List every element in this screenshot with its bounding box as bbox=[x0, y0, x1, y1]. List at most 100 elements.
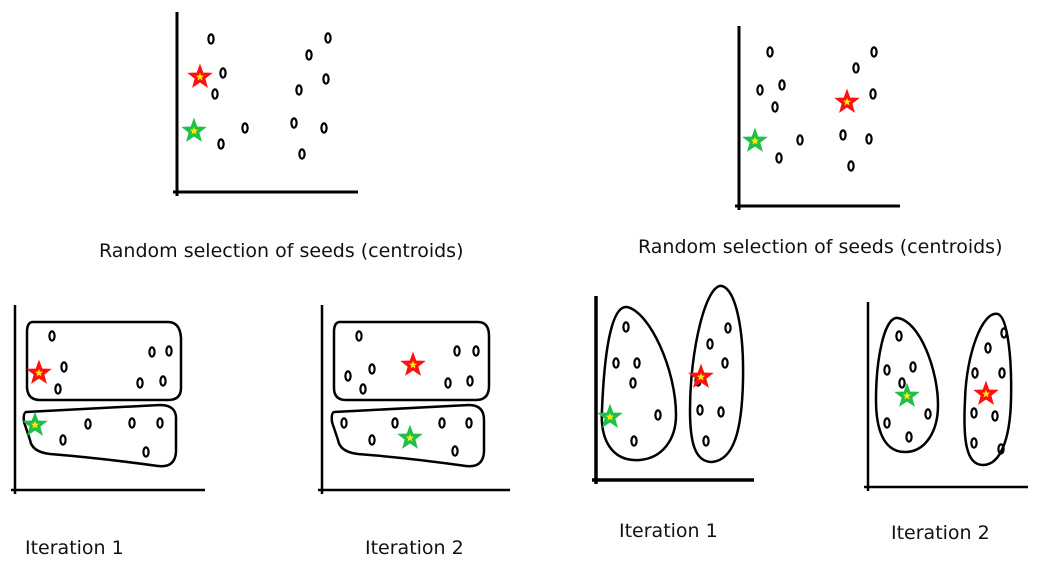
panel-iteration-2-right bbox=[864, 302, 1028, 491]
data-point bbox=[290, 117, 298, 129]
data-point bbox=[295, 84, 303, 96]
data-point bbox=[654, 409, 662, 421]
data-point bbox=[359, 383, 367, 395]
red-star-centroid bbox=[973, 380, 999, 405]
data-point bbox=[465, 417, 473, 429]
data-point bbox=[970, 407, 978, 419]
green-star-centroid bbox=[597, 403, 623, 428]
data-point bbox=[466, 375, 474, 387]
star-center bbox=[697, 372, 705, 381]
data-point bbox=[883, 417, 891, 429]
data-point bbox=[724, 322, 732, 334]
red-star-centroid bbox=[187, 63, 213, 88]
data-point bbox=[970, 437, 978, 449]
data-point bbox=[324, 32, 332, 44]
red-star-centroid bbox=[400, 351, 426, 376]
star-center bbox=[606, 412, 614, 421]
data-point bbox=[984, 342, 992, 354]
data-point bbox=[852, 62, 860, 74]
data-point bbox=[159, 375, 167, 387]
data-point bbox=[909, 361, 917, 373]
cluster-boundary bbox=[332, 320, 491, 402]
green-star-centroid bbox=[181, 117, 207, 142]
data-point bbox=[630, 435, 638, 447]
data-point bbox=[60, 361, 68, 373]
data-point bbox=[368, 434, 376, 446]
data-point bbox=[706, 338, 714, 350]
green-star-centroid bbox=[742, 127, 768, 152]
data-point bbox=[451, 445, 459, 457]
data-point bbox=[796, 134, 804, 146]
caption-seed-selection-left: Random selection of seeds (centroids) bbox=[99, 240, 464, 262]
data-point bbox=[870, 46, 878, 58]
data-point bbox=[207, 33, 215, 45]
cluster-boundary bbox=[330, 403, 486, 468]
data-point bbox=[241, 122, 249, 134]
data-point bbox=[883, 364, 891, 376]
data-point bbox=[924, 408, 932, 420]
data-point bbox=[340, 417, 348, 429]
data-point bbox=[219, 67, 227, 79]
star-center bbox=[35, 368, 43, 377]
star-center bbox=[903, 391, 911, 400]
caption-seed-selection-right: Random selection of seeds (centroids) bbox=[638, 236, 1003, 258]
data-point bbox=[322, 73, 330, 85]
data-point bbox=[622, 321, 630, 333]
data-point bbox=[766, 46, 774, 58]
data-point bbox=[997, 443, 1005, 455]
data-point bbox=[971, 367, 979, 379]
data-point bbox=[905, 431, 913, 443]
data-point bbox=[59, 434, 67, 446]
data-point bbox=[156, 417, 164, 429]
data-point bbox=[165, 345, 173, 357]
data-point bbox=[865, 133, 873, 145]
panel-seeds-right bbox=[735, 26, 900, 210]
data-point bbox=[612, 357, 620, 369]
data-point bbox=[391, 417, 399, 429]
star-center bbox=[409, 360, 417, 369]
caption-iteration-1-left: Iteration 1 bbox=[25, 537, 124, 559]
data-point bbox=[756, 84, 764, 96]
data-point bbox=[898, 377, 906, 389]
red-star-centroid bbox=[688, 363, 714, 388]
panel-seeds-left bbox=[173, 12, 358, 196]
data-point bbox=[305, 49, 313, 61]
data-point bbox=[84, 418, 92, 430]
data-point bbox=[702, 435, 710, 447]
panel-iteration-1-left bbox=[11, 305, 205, 494]
data-point bbox=[895, 330, 903, 342]
cluster-boundary bbox=[22, 403, 178, 468]
data-point bbox=[344, 370, 352, 382]
data-point bbox=[721, 357, 729, 369]
data-point bbox=[633, 357, 641, 369]
data-point bbox=[775, 152, 783, 164]
data-point bbox=[355, 330, 363, 342]
data-point bbox=[778, 79, 786, 91]
data-point bbox=[771, 101, 779, 113]
data-point bbox=[368, 363, 376, 375]
data-point bbox=[453, 345, 461, 357]
panel-iteration-1-right bbox=[592, 284, 754, 484]
cluster-boundary bbox=[600, 305, 678, 462]
star-center bbox=[982, 389, 990, 398]
data-point bbox=[444, 377, 452, 389]
star-center bbox=[31, 420, 39, 429]
cluster-boundary bbox=[874, 316, 940, 454]
caption-iteration-2-left: Iteration 2 bbox=[365, 537, 464, 559]
star-center bbox=[751, 136, 759, 145]
data-point bbox=[1000, 327, 1008, 339]
data-point bbox=[211, 88, 219, 100]
data-point bbox=[991, 410, 999, 422]
data-point bbox=[629, 377, 637, 389]
green-star-centroid bbox=[894, 382, 920, 407]
red-star-centroid bbox=[834, 88, 860, 113]
star-center bbox=[196, 72, 204, 81]
data-point bbox=[136, 377, 144, 389]
data-point bbox=[142, 446, 150, 458]
data-point bbox=[869, 88, 877, 100]
data-point bbox=[298, 148, 306, 160]
green-star-centroid bbox=[22, 411, 48, 436]
data-point bbox=[839, 129, 847, 141]
star-center bbox=[843, 97, 851, 106]
